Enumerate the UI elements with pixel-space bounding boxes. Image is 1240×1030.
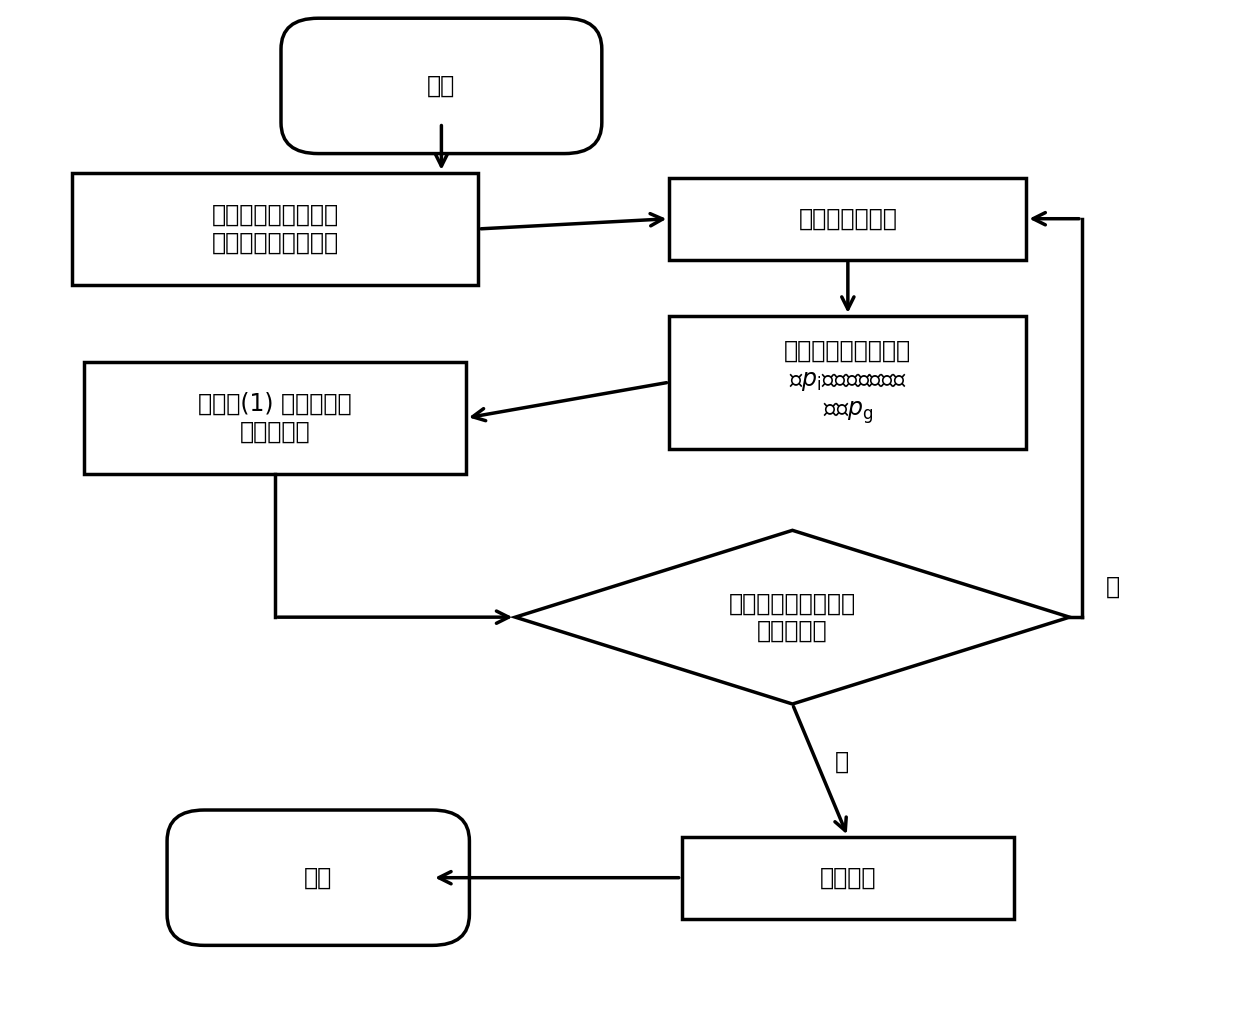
- Text: 获取粒子的个体最优
解$p_{\mathrm{i}}$及群体的全局最
优值$p_{\mathrm{g}}$: 获取粒子的个体最优 解$p_{\mathrm{i}}$及群体的全局最 优值$p_…: [784, 339, 911, 425]
- Text: 否: 否: [1106, 575, 1120, 598]
- Text: 是: 是: [835, 750, 848, 775]
- Text: 计算粒子适应值: 计算粒子适应值: [799, 207, 898, 231]
- FancyBboxPatch shape: [167, 810, 470, 946]
- Bar: [682, 836, 1014, 919]
- Text: 输出结果: 输出结果: [820, 865, 877, 890]
- Text: 满足结束条件或达到
最大迭代数: 满足结束条件或达到 最大迭代数: [729, 591, 856, 643]
- Bar: [670, 316, 1027, 449]
- FancyBboxPatch shape: [281, 19, 601, 153]
- Text: 开始: 开始: [428, 74, 455, 98]
- Bar: [72, 173, 479, 285]
- Polygon shape: [516, 530, 1070, 705]
- Text: 结束: 结束: [304, 865, 332, 890]
- Text: 根据式(1) 更新粒子的
位置和速度: 根据式(1) 更新粒子的 位置和速度: [198, 392, 352, 444]
- Text: 给定算法参数并初始
化粒子的速度和位置: 给定算法参数并初始 化粒子的速度和位置: [212, 203, 339, 254]
- Bar: [670, 178, 1027, 260]
- Bar: [84, 362, 466, 474]
